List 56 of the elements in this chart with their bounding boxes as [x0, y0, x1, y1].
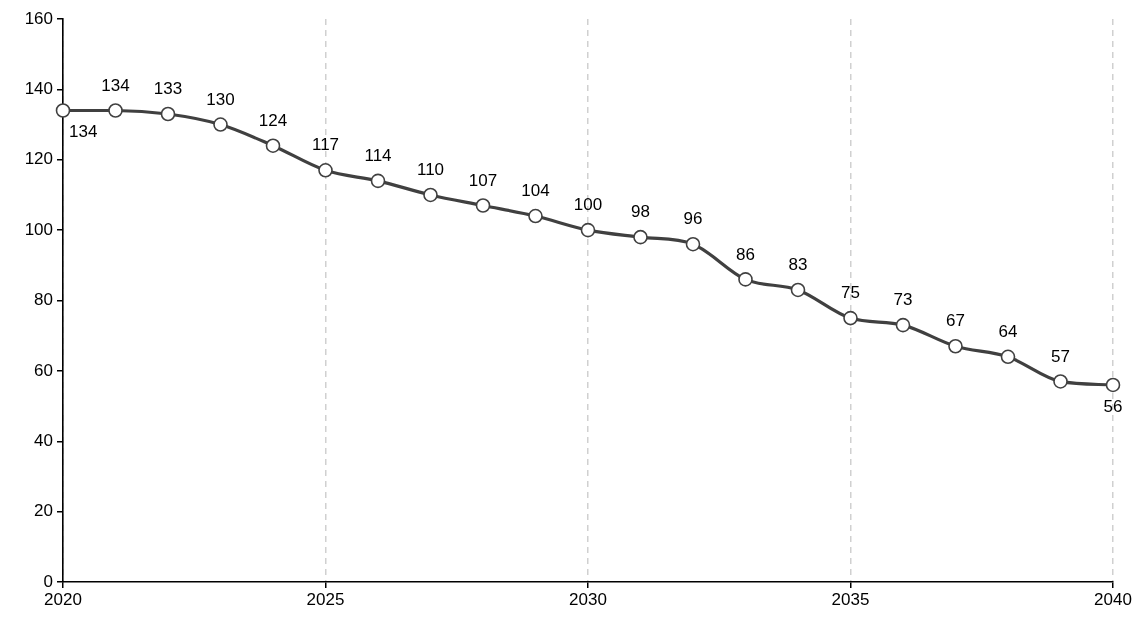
data-label: 110	[416, 160, 445, 180]
data-label: 64	[998, 321, 1018, 341]
data-label: 56	[1103, 397, 1123, 417]
point	[318, 163, 333, 178]
x-tick-label: 2030	[569, 589, 607, 609]
data-label: 100	[573, 195, 603, 215]
y-tick-label: 160	[24, 8, 53, 28]
point	[895, 317, 911, 333]
data-label: 134	[101, 75, 130, 95]
point	[265, 138, 281, 153]
y-tick-label: 100	[24, 219, 53, 239]
data-label: 114	[364, 146, 392, 166]
point	[55, 103, 71, 118]
point	[948, 338, 963, 354]
point	[843, 310, 858, 326]
point	[633, 229, 648, 245]
data-label: 98	[631, 202, 650, 222]
point	[108, 103, 123, 118]
point	[528, 208, 543, 224]
point	[1000, 349, 1016, 365]
y-tick-label: 20	[34, 501, 53, 521]
data-label: 75	[841, 283, 860, 303]
data-label: 124	[258, 110, 288, 130]
data-label: 107	[468, 170, 498, 190]
data-label: 134	[69, 121, 98, 141]
y-tick-label: 140	[24, 79, 53, 99]
point	[1105, 377, 1121, 393]
point	[685, 236, 701, 252]
x-tick-label: 2035	[831, 589, 870, 609]
data-label: 130	[206, 89, 235, 109]
x-tick-label: 2025	[306, 589, 345, 609]
point	[738, 272, 753, 287]
data-label: 104	[521, 181, 550, 201]
x-tick-label: 2040	[1094, 589, 1132, 609]
data-label: 117	[311, 135, 340, 155]
y-tick-label: 120	[24, 149, 53, 169]
point	[370, 173, 386, 189]
point	[475, 198, 491, 213]
data-label: 133	[153, 79, 183, 99]
data-label: 73	[893, 290, 913, 310]
point	[1053, 374, 1068, 389]
data-label: 96	[683, 209, 703, 229]
data-label: 57	[1051, 346, 1070, 366]
point	[160, 106, 176, 122]
point	[790, 282, 806, 298]
data-label: 86	[736, 244, 755, 264]
y-tick-label: 0	[43, 571, 53, 591]
y-tick-label: 40	[34, 430, 53, 450]
x-tick-label: 2020	[44, 589, 82, 609]
point	[423, 187, 438, 203]
point	[213, 117, 228, 132]
y-tick-label: 80	[34, 290, 53, 310]
data-label: 83	[788, 255, 808, 275]
point	[580, 222, 596, 238]
y-tick-label: 60	[34, 360, 53, 380]
data-label: 67	[946, 311, 965, 331]
